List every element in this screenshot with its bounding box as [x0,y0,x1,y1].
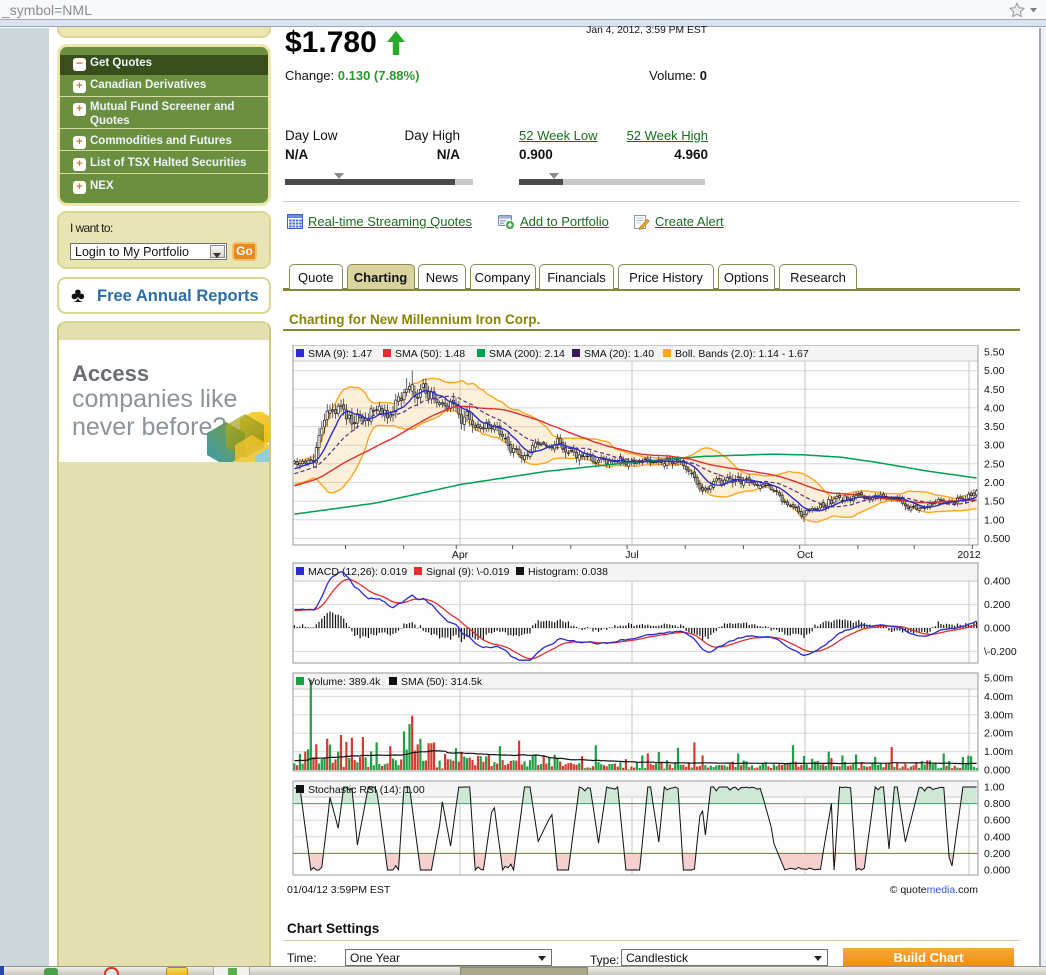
svg-text:2.00: 2.00 [984,477,1005,489]
svg-text:5.00: 5.00 [984,365,1005,377]
svg-text:0.200: 0.200 [984,599,1010,611]
svg-text:0.000: 0.000 [984,865,1010,877]
svg-text:0.200: 0.200 [984,848,1010,860]
svg-text:3.50: 3.50 [984,421,1005,433]
svg-text:Stochastic RSI (14): 1.00: Stochastic RSI (14): 1.00 [308,784,425,796]
svg-text:© quotemedia.com: © quotemedia.com [890,884,979,896]
svg-text:Histogram: 0.038: Histogram: 0.038 [528,566,608,578]
svg-text:Jul: Jul [625,549,638,561]
svg-text:5.00m: 5.00m [984,673,1013,685]
svg-text:0.800: 0.800 [984,798,1010,810]
svg-text:0.000: 0.000 [984,765,1010,777]
svg-text:0.400: 0.400 [984,831,1010,843]
svg-text:0.600: 0.600 [984,815,1010,827]
svg-text:\-0.200: \-0.200 [984,646,1017,658]
svg-text:Volume: 389.4k: Volume: 389.4k [308,676,381,688]
svg-text:3.00: 3.00 [984,440,1005,452]
svg-text:4.50: 4.50 [984,384,1005,396]
svg-text:SMA (50): 314.5k: SMA (50): 314.5k [401,676,483,688]
svg-text:Signal (9): \-0.019: Signal (9): \-0.019 [426,566,510,578]
svg-text:SMA (20): 1.40: SMA (20): 1.40 [584,348,654,360]
svg-text:1.00: 1.00 [984,782,1005,794]
svg-text:4.00: 4.00 [984,402,1005,414]
svg-text:0.400: 0.400 [984,576,1010,588]
svg-text:1.00m: 1.00m [984,746,1013,758]
svg-text:2012: 2012 [957,549,981,561]
svg-text:1.00: 1.00 [984,514,1005,526]
svg-text:5.50: 5.50 [984,347,1005,359]
svg-text:3.00m: 3.00m [984,709,1013,721]
svg-text:0.000: 0.000 [984,623,1010,635]
svg-text:SMA (200): 2.14: SMA (200): 2.14 [489,348,565,360]
svg-text:MACD (12,26): 0.019: MACD (12,26): 0.019 [308,566,407,578]
svg-text:Boll. Bands (2.0): 1.14 - 1.67: Boll. Bands (2.0): 1.14 - 1.67 [675,348,809,360]
svg-text:SMA (50): 1.48: SMA (50): 1.48 [395,348,465,360]
svg-text:01/04/12 3:59PM EST: 01/04/12 3:59PM EST [287,884,391,896]
svg-text:2.00m: 2.00m [984,728,1013,740]
svg-text:SMA (9): 1.47: SMA (9): 1.47 [308,348,372,360]
svg-text:Apr: Apr [452,549,469,561]
svg-text:Oct: Oct [797,549,813,561]
svg-text:2.50: 2.50 [984,458,1005,470]
svg-text:4.00m: 4.00m [984,691,1013,703]
svg-text:1.50: 1.50 [984,496,1005,508]
svg-text:0.500: 0.500 [984,533,1010,545]
